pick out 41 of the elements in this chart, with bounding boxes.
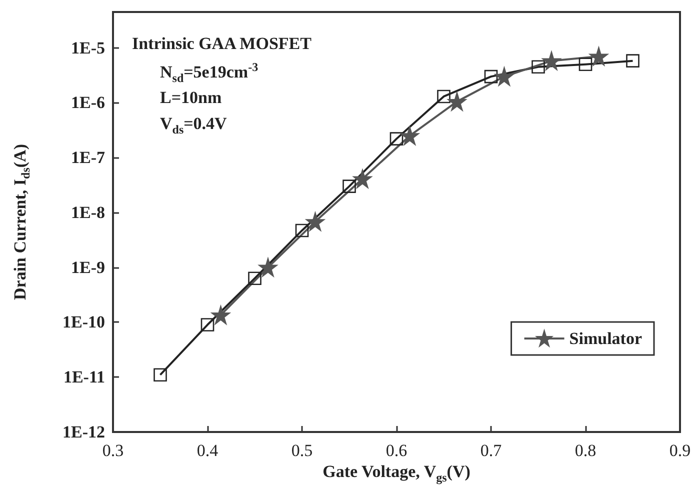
x-tick-label: 0.4 (196, 441, 219, 460)
legend-label: Simulator (569, 329, 642, 348)
point (495, 67, 514, 86)
annotation: L=10nm (160, 88, 222, 108)
point (295, 224, 309, 238)
point (248, 272, 262, 286)
x-tick-label: 0.5 (291, 441, 313, 460)
point (542, 52, 561, 70)
y-tick-label: 1E-7 (71, 148, 106, 168)
x-tick-label: 0.3 (102, 441, 124, 460)
point (390, 132, 404, 146)
point (154, 368, 167, 382)
x-tick-label: 0.6 (386, 441, 408, 460)
point (258, 258, 278, 277)
y-tick-label: 1E-6 (71, 93, 105, 112)
y-tick-label: 1E-12 (62, 422, 105, 442)
point (306, 212, 324, 231)
y-tick-label: 1E-8 (71, 202, 105, 222)
point (626, 54, 640, 68)
point (212, 306, 230, 324)
point (578, 58, 592, 72)
annotation: Intrinsic GAA MOSFET (132, 34, 312, 54)
annotation: V$_{ds}$=0.4V (160, 114, 227, 138)
point (400, 126, 419, 145)
point (448, 92, 466, 111)
y-tick-label: 1E-9 (71, 258, 105, 277)
point (532, 60, 545, 74)
point (353, 170, 372, 188)
annotation: N$_{sd}$=5e19cm$^{-3}$ (160, 60, 258, 86)
point (484, 70, 498, 84)
point (200, 318, 214, 332)
x-tick-label: 0.8 (574, 441, 596, 460)
point (437, 90, 450, 104)
point (342, 180, 356, 193)
x-axis-title: Gate Voltage, V$_{gs}$(V) (322, 462, 472, 486)
y-tick-label: 1E-5 (71, 38, 105, 58)
x-tick-label: 0.9 (669, 441, 691, 460)
y-tick-label: 1E-11 (63, 368, 105, 387)
x-tick-label: 0.7 (480, 441, 502, 460)
point (590, 47, 608, 66)
y-tick-label: 1E-10 (62, 312, 105, 332)
